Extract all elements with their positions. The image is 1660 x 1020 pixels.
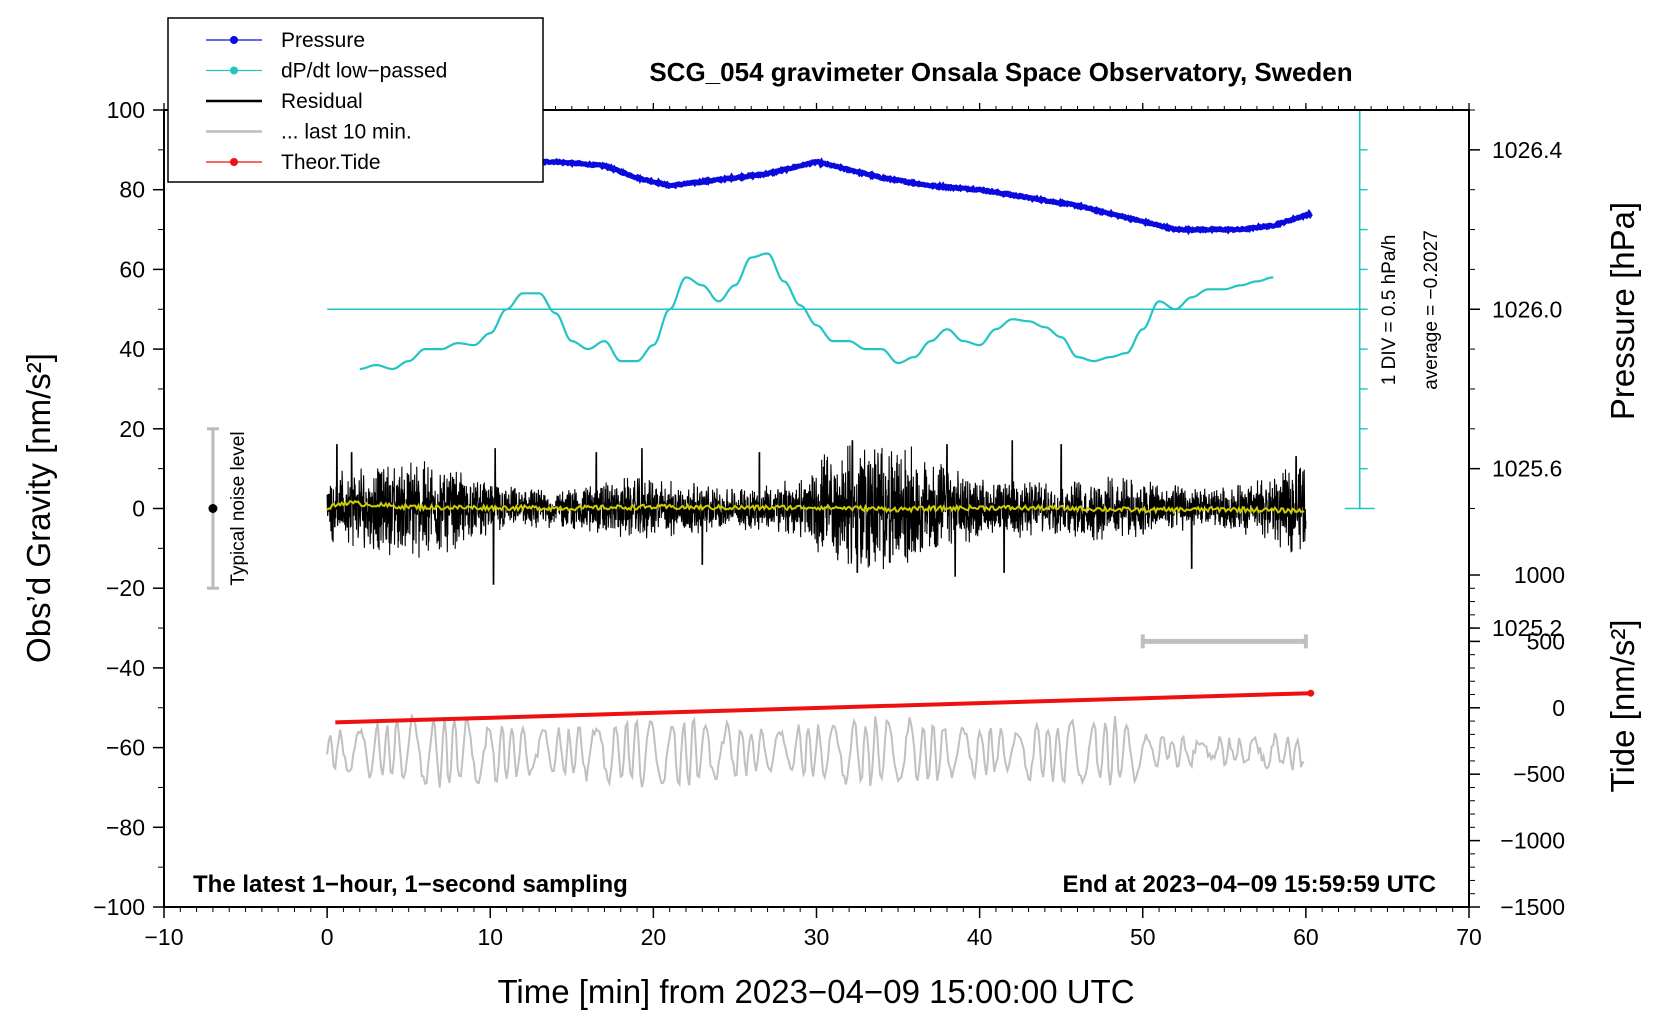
legend-swatch-marker <box>230 158 238 166</box>
y-tick-label: −80 <box>106 814 145 840</box>
scale-average-label: average = −0.2027 <box>1421 230 1442 390</box>
y-tick-label: −40 <box>106 655 145 681</box>
y-tick-label: −60 <box>106 735 145 761</box>
legend-swatch-marker <box>230 36 238 44</box>
legend-label: Pressure <box>281 29 365 52</box>
legend-label: dP/dt low−passed <box>281 60 447 83</box>
last-10-min-range-bar <box>1140 634 1308 649</box>
y-axis-title: Obs’d Gravity [nm/s²] <box>20 353 57 663</box>
chart-title: SCG_054 gravimeter Onsala Space Observat… <box>649 57 1352 87</box>
legend: Pressure dP/dt low−passed Residual ... last… <box>167 17 544 183</box>
y-axis-ticks: 100 80 60 40 20 0 −20 −40 −60 −80 −100 <box>93 97 164 920</box>
x-tick-label: 0 <box>321 924 334 950</box>
legend-label: ... last 10 min. <box>281 121 412 144</box>
x-tick-label: 70 <box>1456 924 1482 950</box>
residual-series <box>326 440 1307 585</box>
y-tick-label: 80 <box>119 177 145 203</box>
tide-tick-label: −1500 <box>1500 894 1565 920</box>
pressure-tick-label: 1026.4 <box>1492 137 1563 163</box>
x-tick-label: 30 <box>804 924 830 950</box>
legend-entries: Pressure dP/dt low−passed Residual ... last… <box>206 29 447 174</box>
x-tick-label: 10 <box>477 924 503 950</box>
pressure-tick-label: 1026.8 <box>1492 0 1562 3</box>
dpdt-series <box>359 252 1274 371</box>
legend-swatch-marker <box>230 66 238 75</box>
x-tick-label: 20 <box>641 924 667 950</box>
pressure-tick-label: 1025.2 <box>1492 615 1562 641</box>
x-tick-label: 40 <box>967 924 993 950</box>
tide-tick-label: 1000 <box>1514 562 1565 588</box>
y-tick-label: 100 <box>107 97 145 123</box>
x-tick-label: 50 <box>1130 924 1156 950</box>
scale-div-label: 1 DIV = 0.5 hPa/h <box>1379 235 1400 386</box>
y-tick-label: 60 <box>119 256 145 282</box>
y-tick-label: 40 <box>119 336 145 362</box>
typical-noise-label: Typical noise level <box>228 431 249 585</box>
y-tick-label: 20 <box>119 416 145 442</box>
y-tick-label: −100 <box>93 894 145 920</box>
sampling-note: The latest 1−hour, 1−second sampling <box>193 871 628 898</box>
tide-axis-ticks: 1000 500 0 −500 −1000 −1500 <box>1469 562 1565 920</box>
pressure-axis-title: Pressure [hPa] <box>1604 202 1641 420</box>
legend-label: Residual <box>281 90 363 113</box>
pressure-tick-label: 1025.6 <box>1492 456 1562 482</box>
theor-tide-series <box>335 691 1311 725</box>
tide-tick-label: 0 <box>1552 695 1565 721</box>
noise-bar-center-dot <box>208 504 218 513</box>
pressure-axis-ticks: 1026.8 1026.4 1026.0 1025.6 1025.2 <box>1469 0 1563 641</box>
tide-tick-label: −1000 <box>1500 828 1565 854</box>
x-tick-label: 60 <box>1293 924 1319 950</box>
tide-axis-title: Tide [nm/s²] <box>1604 620 1641 793</box>
dpdt-scale-ruler <box>1344 109 1375 510</box>
x-axis-title: Time [min] from 2023−04−09 15:00:00 UTC <box>497 973 1134 1010</box>
end-time-note: End at 2023−04−09 15:59:59 UTC <box>1062 871 1436 898</box>
y-tick-label: −20 <box>106 575 145 601</box>
legend-label: Theor.Tide <box>281 151 381 174</box>
pressure-tick-label: 1026.0 <box>1492 296 1562 322</box>
theor-tide-end-marker <box>1307 689 1315 697</box>
residual-mean-series <box>326 499 1305 516</box>
tide-tick-label: −500 <box>1513 761 1565 787</box>
tide-tick-label: 500 <box>1527 628 1565 654</box>
typical-noise-bar <box>206 427 219 590</box>
x-axis-ticks: −10 0 10 20 30 40 50 60 70 <box>144 103 1482 950</box>
y-tick-label: 0 <box>132 496 145 522</box>
residual-layer <box>326 440 1307 585</box>
last-10-min-series <box>326 712 1305 788</box>
x-tick-label: −10 <box>144 924 183 950</box>
